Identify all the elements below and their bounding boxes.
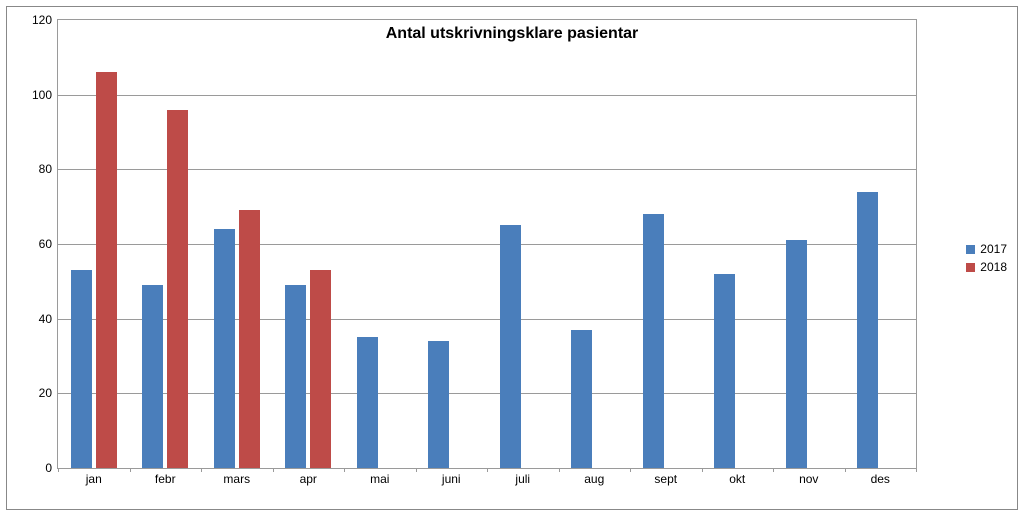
x-axis-tick (559, 468, 560, 472)
x-axis-label: mars (223, 472, 250, 486)
y-axis-label: 120 (12, 13, 52, 27)
x-axis-label: mai (370, 472, 389, 486)
x-axis-label: des (871, 472, 890, 486)
y-axis-label: 60 (12, 237, 52, 251)
legend-item: 2017 (966, 242, 1007, 256)
bar-2018 (239, 210, 260, 468)
gridline (58, 95, 916, 96)
x-axis-tick (845, 468, 846, 472)
y-axis-label: 80 (12, 162, 52, 176)
x-axis-label: sept (654, 472, 677, 486)
x-axis-tick (273, 468, 274, 472)
x-axis-tick (702, 468, 703, 472)
y-axis-label: 20 (12, 386, 52, 400)
x-axis-label: juni (442, 472, 461, 486)
bar-2017 (428, 341, 449, 468)
x-axis-tick (416, 468, 417, 472)
x-axis-tick (201, 468, 202, 472)
y-axis-label: 40 (12, 312, 52, 326)
bar-2017 (643, 214, 664, 468)
x-axis-tick (630, 468, 631, 472)
x-axis-label: apr (300, 472, 317, 486)
x-axis-tick (58, 468, 59, 472)
legend-item: 2018 (966, 260, 1007, 274)
x-axis-tick (487, 468, 488, 472)
plot-area: janfebrmarsaprmaijunijuliaugseptoktnovde… (57, 19, 917, 469)
x-axis-label: jan (86, 472, 102, 486)
bar-2017 (142, 285, 163, 468)
bar-2017 (71, 270, 92, 468)
x-axis-label: okt (729, 472, 745, 486)
y-axis-label: 100 (12, 88, 52, 102)
x-axis-label: aug (584, 472, 604, 486)
bar-2017 (285, 285, 306, 468)
bar-2017 (714, 274, 735, 468)
y-axis-label: 0 (12, 461, 52, 475)
legend: 2017 2018 (966, 238, 1007, 278)
bar-2017 (500, 225, 521, 468)
legend-swatch (966, 263, 975, 272)
x-axis-label: febr (155, 472, 176, 486)
bar-2018 (167, 110, 188, 468)
bar-2017 (571, 330, 592, 468)
x-axis-tick (344, 468, 345, 472)
x-axis-label: nov (799, 472, 818, 486)
bar-2018 (96, 72, 117, 468)
chart-container: Antal utskrivningsklare pasientar janfeb… (6, 6, 1018, 510)
legend-label: 2017 (980, 242, 1007, 256)
legend-swatch (966, 245, 975, 254)
bar-2018 (310, 270, 331, 468)
x-axis-tick (773, 468, 774, 472)
legend-label: 2018 (980, 260, 1007, 274)
bar-2017 (857, 192, 878, 468)
x-axis-tick (916, 468, 917, 472)
bar-2017 (357, 337, 378, 468)
x-axis-label: juli (515, 472, 530, 486)
bar-2017 (214, 229, 235, 468)
bar-2017 (786, 240, 807, 468)
x-axis-tick (130, 468, 131, 472)
